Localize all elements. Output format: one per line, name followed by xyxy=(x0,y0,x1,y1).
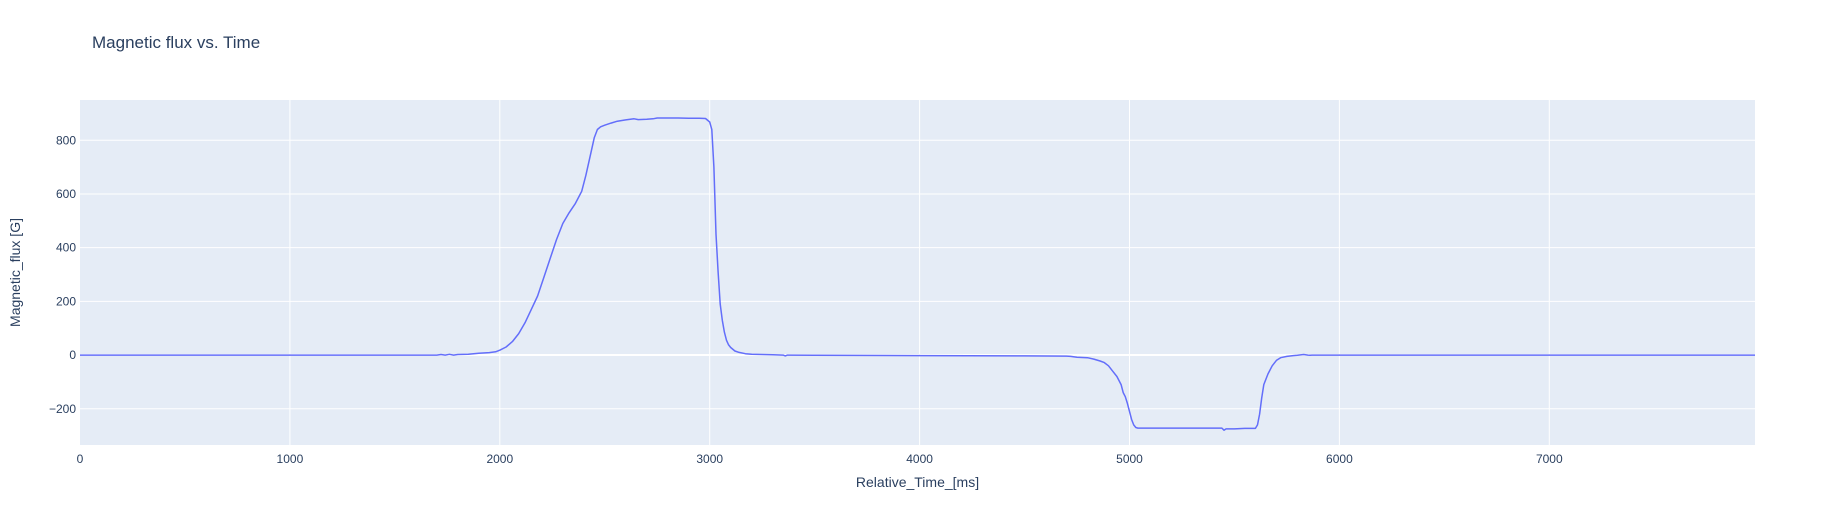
y-axis-label: Magnetic_flux [G] xyxy=(7,218,23,327)
series-group xyxy=(80,117,1755,431)
x-tick-label: 0 xyxy=(77,452,84,466)
x-tick-label: 4000 xyxy=(906,452,933,466)
x-tick-label: 3000 xyxy=(696,452,723,466)
x-tick-labels: 0 1000 2000 3000 4000 5000 6000 7000 xyxy=(77,452,1563,466)
plot-area xyxy=(80,100,1755,445)
y-tick-label: 800 xyxy=(56,133,76,147)
y-tick-label: 200 xyxy=(56,294,76,308)
y-tick-label: 400 xyxy=(56,241,76,255)
y-tick-label: −200 xyxy=(49,402,76,416)
grid-lines xyxy=(80,100,1755,445)
x-tick-label: 7000 xyxy=(1536,452,1563,466)
x-axis-label: Relative_Time_[ms] xyxy=(856,474,979,490)
y-tick-label: 0 xyxy=(69,348,76,362)
x-tick-label: 5000 xyxy=(1116,452,1143,466)
x-tick-label: 1000 xyxy=(277,452,304,466)
x-tick-label: 6000 xyxy=(1326,452,1353,466)
chart-title: Magnetic flux vs. Time xyxy=(92,33,261,52)
y-tick-label: 600 xyxy=(56,187,76,201)
series-line xyxy=(80,117,1755,431)
x-tick-label: 2000 xyxy=(486,452,513,466)
y-tick-labels: −200 0 200 400 600 800 xyxy=(49,133,76,415)
